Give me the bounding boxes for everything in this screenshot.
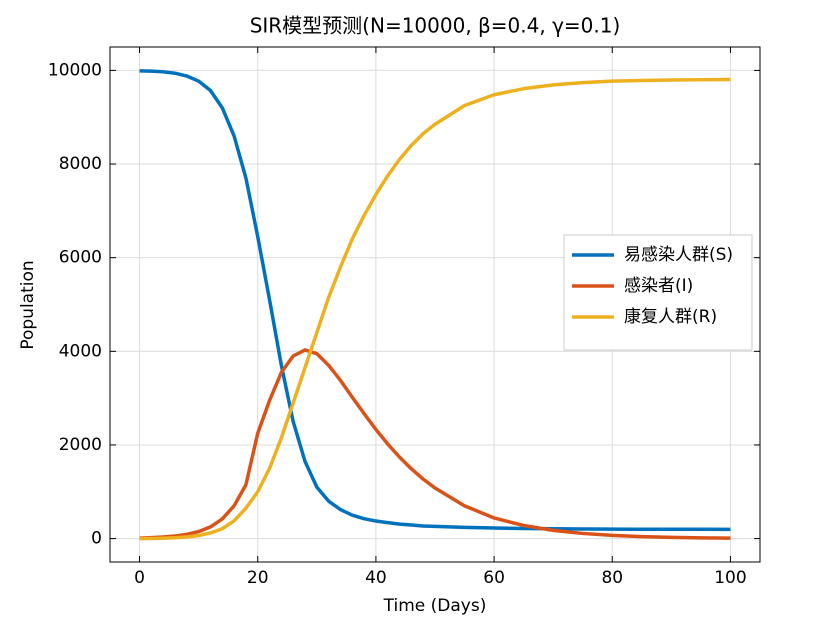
- x-tick-label: 20: [247, 568, 269, 588]
- x-tick-label: 60: [483, 568, 505, 588]
- x-tick-label: 80: [601, 568, 623, 588]
- y-tick-label: 6000: [59, 248, 102, 268]
- x-tick-label: 0: [134, 568, 145, 588]
- y-tick-label: 2000: [59, 435, 102, 455]
- series-line: [139, 69, 731, 532]
- x-tick-label: 40: [365, 568, 387, 588]
- x-tick-label: 100: [714, 568, 746, 588]
- legend-label: 康复人群(R): [624, 307, 717, 327]
- y-tick-label: 8000: [59, 154, 102, 174]
- y-tick-label: 4000: [59, 341, 102, 361]
- plot-frame: [109, 46, 761, 563]
- legend-label: 感染者(I): [624, 276, 693, 296]
- legend: 易感染人群(S) 感染者(I) 康复人群(R): [563, 234, 753, 351]
- x-axis-label: Time (Days): [383, 596, 487, 616]
- series-line: [139, 77, 731, 541]
- y-tick-label: 10000: [48, 60, 102, 80]
- y-tick-label: 0: [91, 529, 102, 549]
- legend-label: 易感染人群(S): [624, 245, 733, 265]
- series-line: [139, 348, 731, 540]
- chart-title: SIR模型预测(N=10000, β=0.4, γ=0.1): [250, 14, 621, 38]
- y-axis-label: Population: [18, 260, 38, 349]
